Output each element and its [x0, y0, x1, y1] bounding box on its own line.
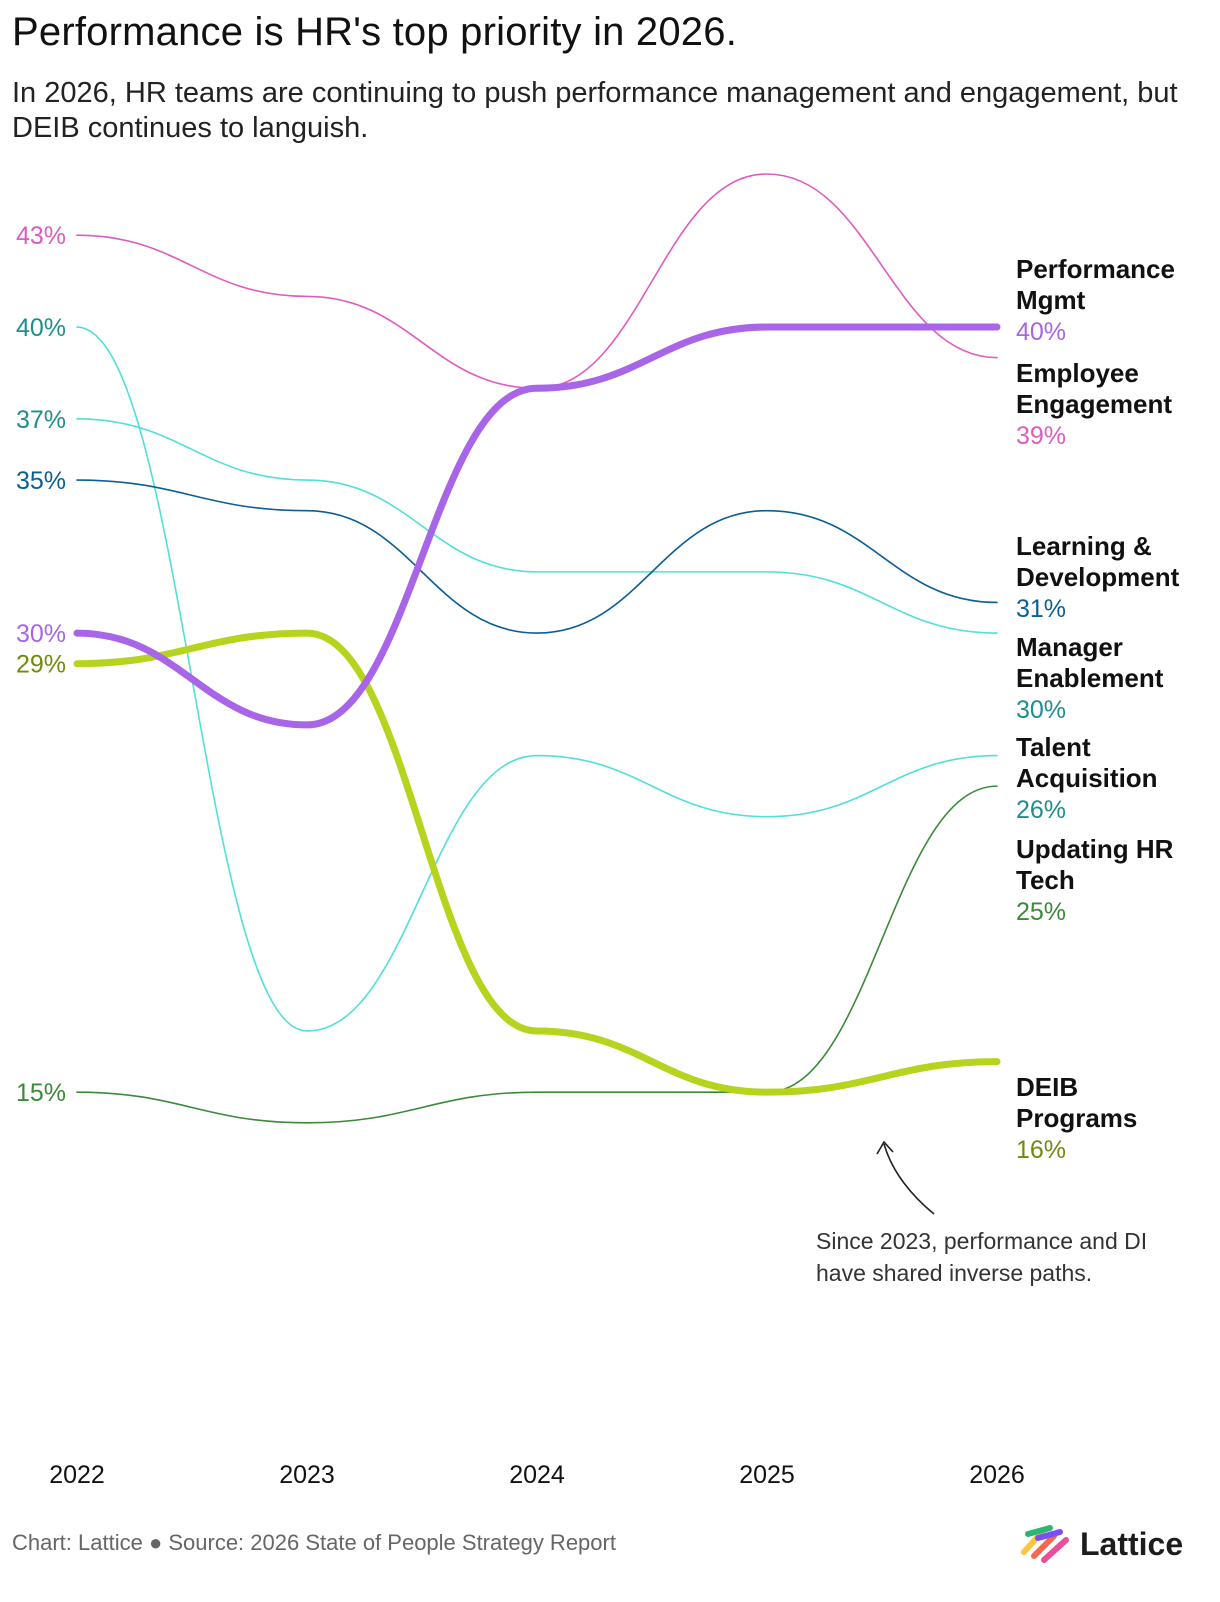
x-tick-label: 2022 — [49, 1461, 105, 1489]
series-line — [73, 323, 1001, 729]
start-value-label: 37% — [16, 406, 66, 434]
x-tick-label: 2026 — [969, 1461, 1025, 1489]
chart-title: Performance is HR's top priority in 2026… — [12, 10, 738, 54]
annotation-arrow — [883, 1143, 935, 1215]
start-value-label: 15% — [16, 1079, 66, 1107]
legend-series-name: Manager — [1016, 632, 1123, 662]
legend-series-name: Mgmt — [1016, 285, 1086, 315]
lattice-logo-icon — [1021, 1525, 1069, 1563]
annotation-text: Since 2023, performance and DI — [816, 1228, 1147, 1254]
series-line — [76, 418, 998, 634]
series-line — [76, 173, 998, 390]
x-tick-label: 2024 — [509, 1461, 565, 1489]
x-tick-label: 2023 — [279, 1461, 335, 1489]
logo-stroke — [1025, 1525, 1053, 1537]
chart-source: Chart: Lattice ● Source: 2026 State of P… — [12, 1530, 616, 1555]
series-line — [73, 629, 1001, 1096]
start-value-label: 40% — [16, 314, 66, 342]
logo-stroke — [1041, 1537, 1069, 1563]
legend-end-value: 25% — [1016, 898, 1066, 926]
legend-series-name: Programs — [1016, 1103, 1137, 1133]
start-value-label: 30% — [16, 620, 66, 648]
legend-series-name: Employee — [1016, 358, 1139, 388]
legend-end-value: 40% — [1016, 318, 1066, 346]
legend-end-value: 31% — [1016, 595, 1066, 623]
legend-series-name: Development — [1016, 562, 1180, 592]
annotation-text: have shared inverse paths. — [816, 1260, 1092, 1286]
start-value-label: 43% — [16, 222, 66, 250]
logo-stroke — [1031, 1533, 1057, 1559]
legend-series-name: Acquisition — [1016, 763, 1158, 793]
legend-series-name: Performance — [1016, 254, 1175, 284]
legend-series-name: Talent — [1016, 732, 1091, 762]
lattice-logo: Lattice — [1020, 1522, 1183, 1566]
start-value-label: 29% — [16, 651, 66, 679]
x-tick-label: 2025 — [739, 1461, 795, 1489]
legend-series-name: Engagement — [1016, 389, 1172, 419]
lattice-logo-text: Lattice — [1080, 1525, 1184, 1562]
series-line — [76, 479, 998, 634]
chart-subtitle: In 2026, HR teams are continuing to push… — [12, 77, 1178, 144]
series-line — [76, 326, 998, 1032]
legend-series-name: Updating HR — [1016, 834, 1174, 864]
legend-end-value: 39% — [1016, 422, 1066, 450]
start-value-label: 35% — [16, 467, 66, 495]
logo-stroke — [1035, 1529, 1063, 1541]
legend-end-value: 26% — [1016, 796, 1066, 824]
legend-series-name: Learning & — [1016, 531, 1152, 561]
series-line — [76, 785, 998, 1124]
line-chart: 2022 2023 2024 2025 2026 43% 40% 37% 35% 15% 29% 30… — [16, 173, 1180, 1489]
legend-series-name: DEIB — [1016, 1072, 1078, 1102]
legend-series-name: Tech — [1016, 865, 1075, 895]
legend-end-value: 30% — [1016, 696, 1066, 724]
legend-end-value: 16% — [1016, 1136, 1066, 1164]
legend-series-name: Enablement — [1016, 663, 1164, 693]
annotation-arrowhead — [876, 1140, 894, 1155]
